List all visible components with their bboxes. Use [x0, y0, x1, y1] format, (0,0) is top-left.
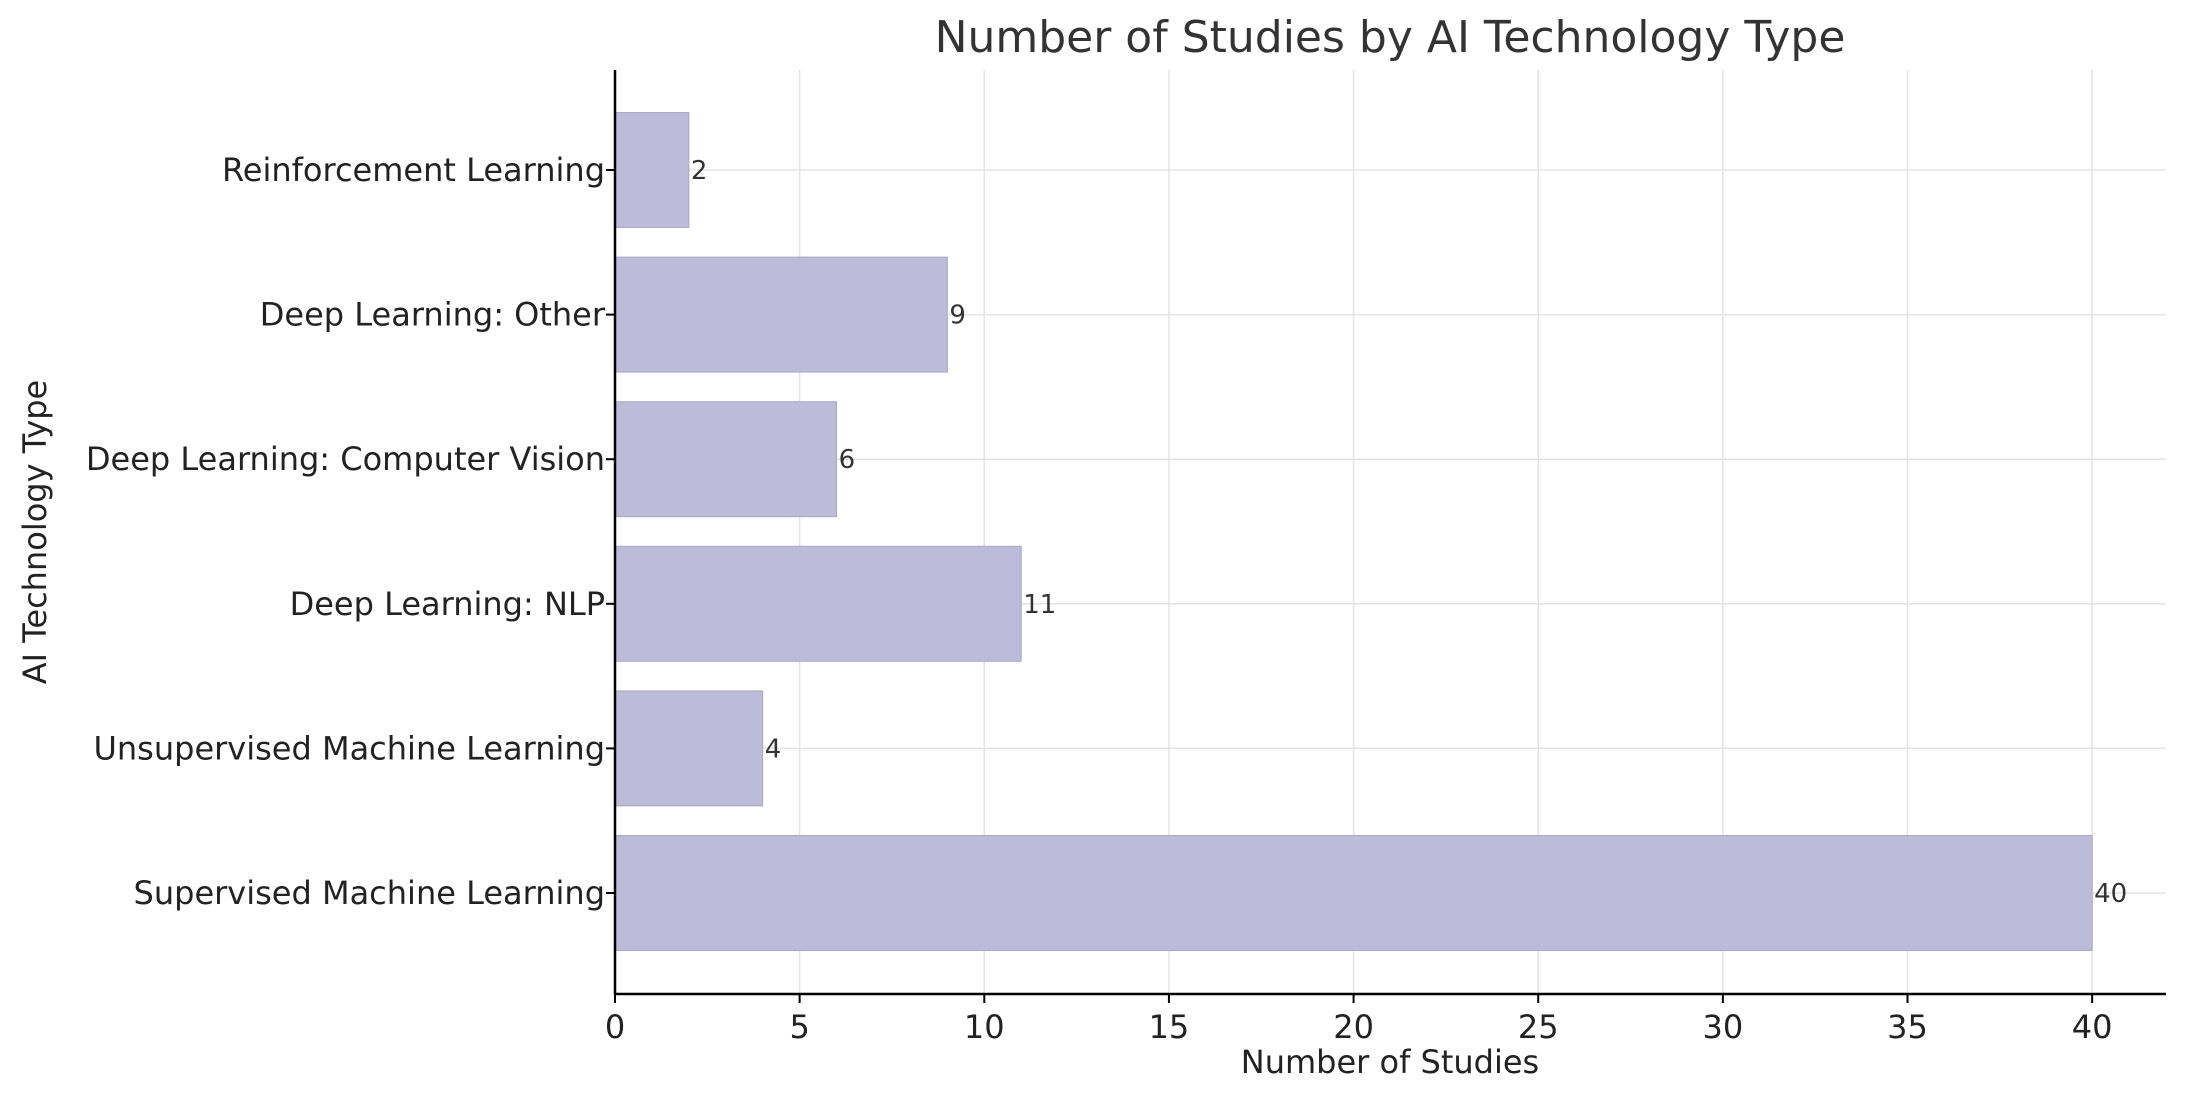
bar-value-label: 6 [839, 445, 856, 475]
x-tick-label: 10 [964, 1008, 1005, 1046]
x-tick-label: 25 [1518, 1008, 1559, 1046]
x-tick-label: 30 [1702, 1008, 1743, 1046]
x-tick-label: 0 [605, 1008, 625, 1046]
y-tick-label: Deep Learning: NLP [290, 585, 605, 623]
y-tick-label: Supervised Machine Learning [134, 874, 605, 912]
bar [614, 690, 764, 807]
chart-title: Number of Studies by AI Technology Type [935, 12, 1846, 63]
x-tick-label: 5 [789, 1008, 809, 1046]
y-axis-ticks: Supervised Machine Learning Unsupervised … [86, 151, 615, 912]
x-tick-label: 35 [1887, 1008, 1928, 1046]
bar [614, 835, 2093, 951]
bar [614, 112, 690, 228]
y-tick-label: Reinforcement Learning [222, 151, 605, 189]
x-axis-label: Number of Studies [1241, 1043, 1539, 1081]
y-tick-label: Unsupervised Machine Learning [93, 729, 605, 767]
y-axis-label: AI Technology Type [16, 380, 54, 684]
bar-value-label: 11 [1023, 590, 1056, 620]
bar-value-label: 4 [765, 734, 782, 764]
bar-value-label: 40 [2094, 879, 2127, 909]
bar [614, 256, 948, 373]
data-labels: 40 4 11 6 9 2 [691, 156, 2127, 909]
x-tick-label: 15 [1149, 1008, 1190, 1046]
y-tick-label: Deep Learning: Computer Vision [86, 440, 605, 478]
x-tick-label: 40 [2072, 1008, 2113, 1046]
bar-value-label: 2 [691, 156, 708, 186]
x-tick-label: 20 [1333, 1008, 1374, 1046]
bar [614, 401, 838, 518]
y-tick-label: Deep Learning: Other [260, 296, 606, 334]
bar [614, 545, 1022, 662]
x-axis-ticks: 0 5 10 15 20 25 30 35 40 [605, 994, 2113, 1046]
bar-value-label: 9 [949, 301, 966, 331]
bars [614, 112, 2093, 951]
